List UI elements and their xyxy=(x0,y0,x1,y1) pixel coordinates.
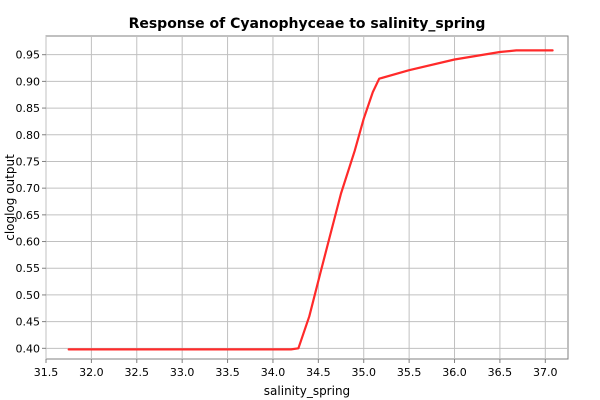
y-tick-label: 0.40 xyxy=(16,342,41,355)
y-tick-label: 0.95 xyxy=(16,49,41,62)
axis-ticks: 31.5 32.0 32.5 33.0 33.5 34.0 34.5 35.0 35.5 36.0… xyxy=(16,49,558,379)
x-tick-label: 36.5 xyxy=(488,366,513,379)
y-tick-label: 0.60 xyxy=(16,236,41,249)
x-tick-label: 36.0 xyxy=(442,366,467,379)
x-tick-label: 35.0 xyxy=(351,366,376,379)
x-tick-label: 32.5 xyxy=(125,366,150,379)
x-tick-label: 35.5 xyxy=(397,366,422,379)
x-tick-label: 34.0 xyxy=(261,366,286,379)
y-tick-label: 0.45 xyxy=(16,316,41,329)
y-tick-label: 0.85 xyxy=(16,102,41,115)
y-tick-label: 0.80 xyxy=(16,129,41,142)
y-tick-label: 0.70 xyxy=(16,182,41,195)
y-axis-label: cloglog output xyxy=(3,154,17,241)
x-tick-label: 34.5 xyxy=(306,366,331,379)
x-tick-label: 33.0 xyxy=(170,366,195,379)
plot-area xyxy=(45,35,569,360)
x-tick-label: 33.5 xyxy=(215,366,240,379)
x-tick-label: 37.0 xyxy=(533,366,558,379)
y-tick-label: 0.55 xyxy=(16,262,41,275)
x-tick-label: 32.0 xyxy=(79,366,104,379)
y-tick-label: 0.75 xyxy=(16,155,41,168)
x-axis-label: salinity_spring xyxy=(264,384,350,398)
chart-title: Response of Cyanophyceae to salinity_spr… xyxy=(129,16,486,32)
y-tick-label: 0.65 xyxy=(16,209,41,222)
x-tick-label: 31.5 xyxy=(34,366,59,379)
y-tick-label: 0.90 xyxy=(16,75,41,88)
series-layer xyxy=(67,49,554,351)
y-tick-label: 0.50 xyxy=(16,289,41,302)
response-curve xyxy=(67,49,554,351)
